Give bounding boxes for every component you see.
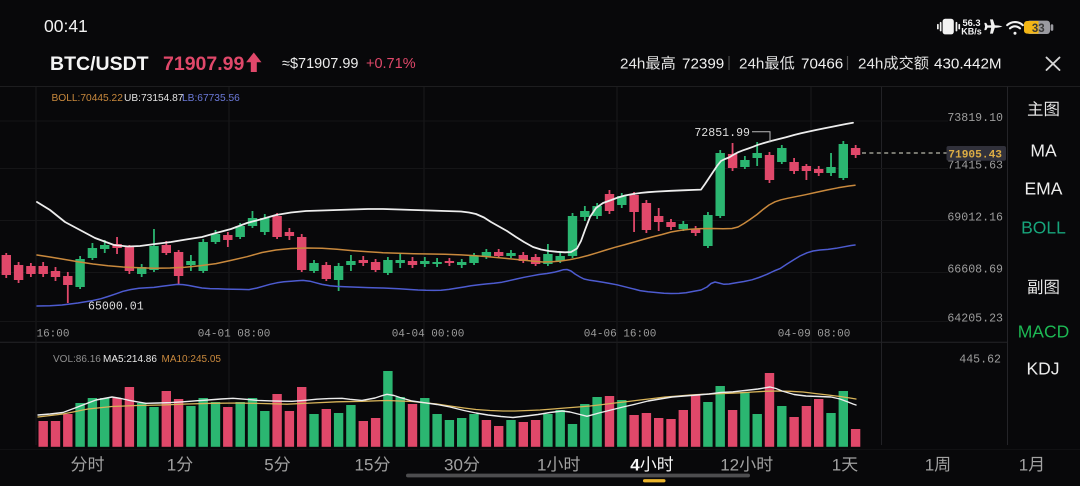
svg-text:4: 4 [630,455,640,474]
svg-text:04-04 00:00: 04-04 00:00 [392,329,465,341]
svg-text:≈$71907.99: ≈$71907.99 [282,56,359,72]
svg-text:71415.63: 71415.63 [947,159,1003,172]
svg-text:MA: MA [1030,140,1057,160]
svg-text:04-06 16:00: 04-06 16:00 [584,329,657,341]
svg-text:KDJ: KDJ [1027,358,1060,378]
svg-text:71907.99: 71907.99 [163,53,244,75]
svg-text:1: 1 [167,455,176,474]
svg-text:33: 33 [1032,23,1045,35]
svg-text:+0.71%: +0.71% [366,56,416,72]
svg-text:66608.69: 66608.69 [947,264,1003,277]
svg-text:24h: 24h [620,56,645,73]
svg-text:72851.99: 72851.99 [694,127,750,140]
svg-text:24h: 24h [739,56,764,73]
svg-text:BOLL: BOLL [1021,217,1066,237]
svg-text:430.442M: 430.442M [934,56,1002,73]
svg-text:04-01 08:00: 04-01 08:00 [198,329,271,341]
svg-text:71905.43: 71905.43 [948,150,1002,162]
svg-text:16:00: 16:00 [36,329,69,341]
svg-text:5: 5 [264,455,273,474]
svg-text:MACD: MACD [1018,321,1070,341]
svg-text:70466: 70466 [801,56,843,73]
svg-text:LB:67735.56: LB:67735.56 [182,93,240,104]
svg-text:EMA: EMA [1025,178,1063,198]
svg-text:1: 1 [1019,455,1028,474]
svg-text:1: 1 [537,455,546,474]
svg-text:BOLL:70445.22: BOLL:70445.22 [52,93,124,104]
svg-text:VOL:86.16: VOL:86.16 [53,354,101,365]
svg-text:65000.01: 65000.01 [88,301,144,314]
svg-text:24h: 24h [858,56,883,73]
svg-text:15: 15 [355,455,374,474]
svg-text:73819.10: 73819.10 [947,112,1003,125]
svg-text:UB:73154.87: UB:73154.87 [124,93,184,104]
svg-text:04-09 08:00: 04-09 08:00 [778,329,851,341]
svg-text:MA5:214.86: MA5:214.86 [103,354,157,365]
svg-text:00:41: 00:41 [44,16,88,36]
svg-text:64205.23: 64205.23 [947,312,1003,325]
svg-text:BTC/USDT: BTC/USDT [50,53,149,75]
svg-text:MA10:245.05: MA10:245.05 [162,354,222,365]
svg-text:12: 12 [720,455,739,474]
svg-text:1: 1 [832,455,841,474]
svg-text:30: 30 [444,455,463,474]
svg-text:72399: 72399 [682,56,724,73]
svg-text:445.62: 445.62 [959,354,1001,367]
svg-text:56.3: 56.3 [962,18,980,28]
svg-text:1: 1 [925,455,934,474]
svg-text:KB/s: KB/s [961,27,982,37]
svg-text:69012.16: 69012.16 [947,212,1003,225]
